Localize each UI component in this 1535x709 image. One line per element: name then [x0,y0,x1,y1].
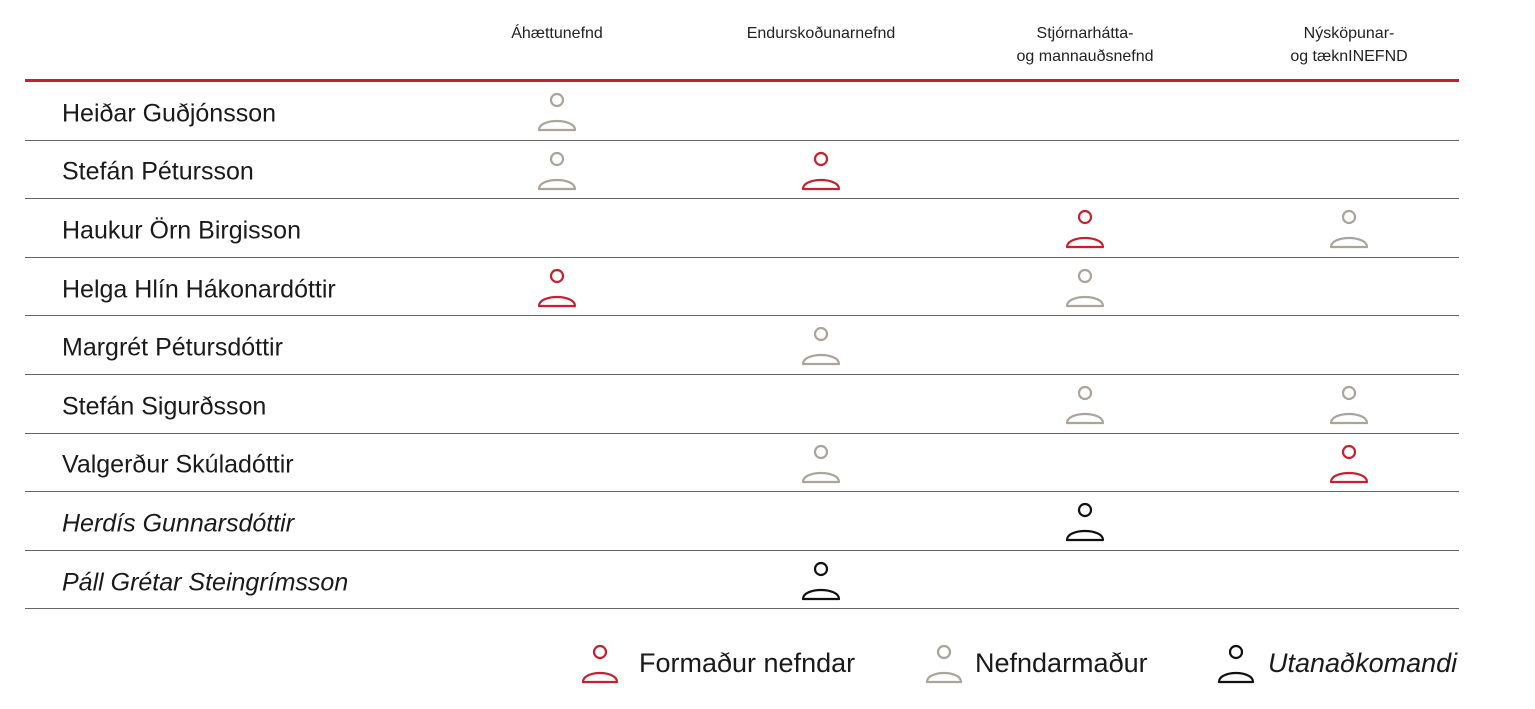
member-name: Stefán Pétursson [62,157,254,186]
role-cell-nyskopunar [1328,384,1370,426]
person-external-icon [1065,503,1105,542]
role-cell-ahaettunefnd [536,91,578,133]
role-cell-nyskopunar [1328,443,1370,485]
table-row: Heiðar Guðjónsson [25,82,1459,141]
person-external-icon [801,561,841,600]
column-header-nyskopunar: Nýsköpunar- og tæknINEFND [1290,25,1408,65]
table-row: Helga Hlín Hákonardóttir [25,258,1459,317]
member-name: Haukur Örn Birgisson [62,216,301,245]
person-member-icon [1329,385,1369,425]
member-name: Margrét Pétursdóttir [62,333,283,362]
role-cell-endurskodunarnefnd [800,443,842,485]
person-member-icon [1065,385,1105,425]
role-cell-stjornarhatta [1064,267,1106,309]
column-header-ahaettunefnd: Áhættunefnd [511,25,603,42]
role-cell-stjornarhatta [1064,384,1106,426]
person-external-icon [1217,644,1255,684]
person-chair-icon [801,151,841,190]
legend-label-external: Utanaðkomandi [1268,648,1458,678]
role-cell-endurskodunarnefnd [800,325,842,367]
role-cell-stjornarhatta [1064,501,1106,543]
person-member-icon [537,151,577,190]
column-header: Áhættunefnd Endurskoðunarnefnd Stjórnarh… [0,0,1535,80]
table-row: Valgerður Skúladóttir [25,434,1459,493]
person-member-icon [1329,210,1369,249]
member-name: Helga Hlín Hákonardóttir [62,274,336,303]
column-header-stjornarhatta: Stjórnarhátta- og mannauðsnefnd [1016,25,1154,65]
table-row: Margrét Pétursdóttir [25,316,1459,375]
person-chair-icon [1065,210,1105,249]
committee-table: Heiðar Guðjónsson Stefán Pétursson Haukur … [25,82,1459,610]
legend: Formaður nefndar Nefndarmaður Utanaðkoma… [0,640,1535,690]
member-name: Herdís Gunnarsdóttir [62,509,295,538]
legend-label-chair: Formaður nefndar [639,648,856,678]
person-member-icon [925,644,963,684]
member-name: Páll Grétar Steingrímsson [62,567,349,596]
table-row: Herdís Gunnarsdóttir [25,492,1459,551]
table-row: Stefán Sigurðsson [25,375,1459,434]
table-row: Stefán Pétursson [25,141,1459,200]
member-name: Stefán Sigurðsson [62,392,267,421]
role-cell-nyskopunar [1328,208,1370,250]
person-member-icon [1065,268,1105,307]
role-cell-endurskodunarnefnd [800,150,842,192]
table-row: Haukur Örn Birgisson [25,199,1459,258]
header-divider [25,79,1459,82]
member-name: Heiðar Guðjónsson [62,99,277,128]
table-row: Páll Grétar Steingrímsson [25,551,1459,610]
column-header-endurskodunarnefnd: Endurskoðunarnefnd [746,25,896,42]
person-member-icon [801,444,841,483]
person-chair-icon [581,644,619,684]
person-chair-icon [1329,444,1369,483]
legend-label-member: Nefndarmaður [975,648,1148,678]
person-member-icon [801,327,841,366]
role-cell-endurskodunarnefnd [800,560,842,602]
person-chair-icon [537,268,577,307]
member-name: Valgerður Skúladóttir [62,450,294,479]
person-member-icon [537,92,577,132]
role-cell-ahaettunefnd [536,150,578,192]
role-cell-stjornarhatta [1064,208,1106,250]
role-cell-ahaettunefnd [536,267,578,309]
